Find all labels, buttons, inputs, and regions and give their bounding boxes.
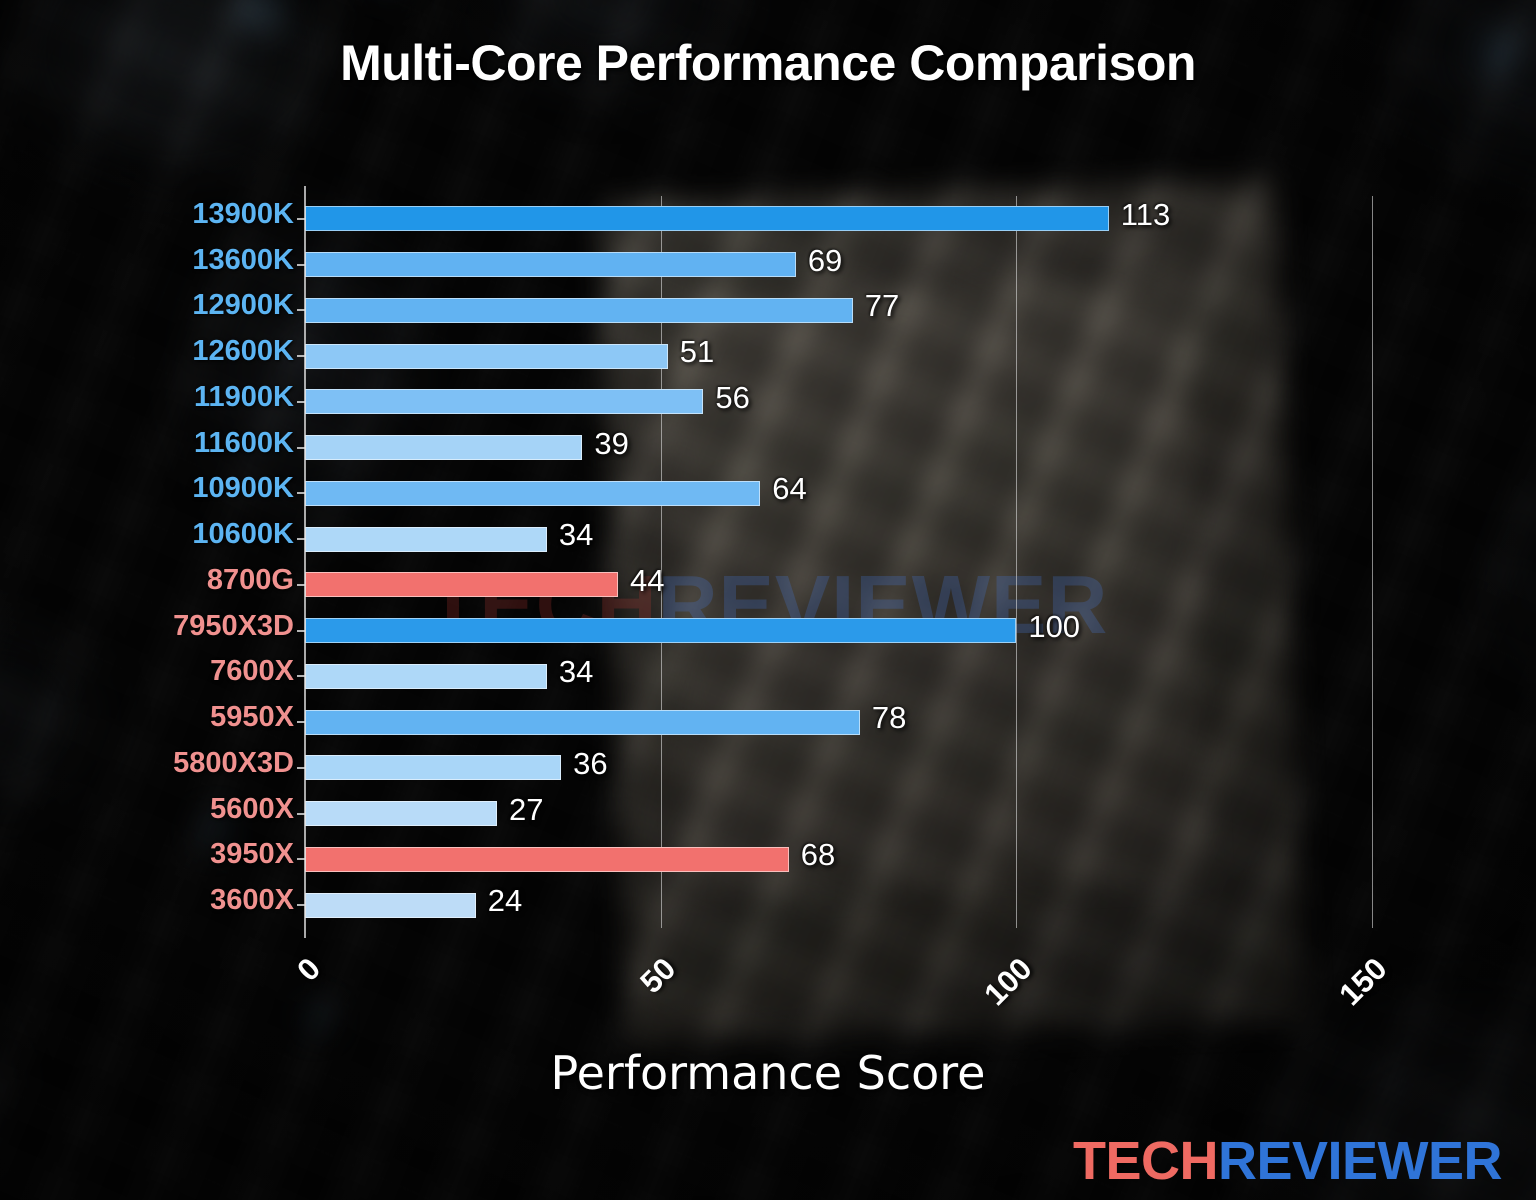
bar-value-3950X: 68: [800, 837, 836, 873]
bar-value-7600X: 34: [558, 654, 594, 690]
bar-value-13600K: 69: [807, 242, 843, 278]
bar-value-7950X3D: 100: [1028, 608, 1081, 644]
y-tick-12600K: [297, 355, 305, 358]
logo-tech: TECH: [1072, 1131, 1219, 1191]
x-axis-tick-150: 150: [1332, 950, 1394, 1013]
bar-8700G: [305, 572, 618, 598]
bar-value-5800X3D: 36: [573, 745, 608, 781]
plot-area: 113 69 77 51 56 39 64 34 44 100 34 78 36 27 68 24: [297, 196, 1373, 928]
x-axis-tick-0: 0: [289, 950, 327, 988]
bar-value-11900K: 56: [715, 379, 750, 415]
bar-11600K: [305, 435, 583, 461]
y-axis-label-7950X3D: 7950X3D: [173, 609, 294, 642]
y-tick-13900K: [297, 217, 305, 220]
bar-value-5950X: 78: [871, 700, 907, 736]
bar-value-5600X: 27: [509, 791, 544, 827]
chart-title: Multi-Core Performance Comparison: [340, 35, 1196, 91]
bar-value-10600K: 34: [558, 517, 594, 553]
bar-3950X: [305, 846, 789, 872]
bar-5600X: [305, 801, 498, 827]
y-axis-label-3950X: 3950X: [210, 838, 294, 871]
x-axis-tick-50: 50: [633, 950, 683, 1000]
y-axis-label-10900K: 10900K: [192, 472, 294, 505]
y-tick-3600X: [297, 904, 305, 907]
y-tick-12900K: [297, 309, 305, 312]
y-axis-label-7600X: 7600X: [210, 655, 294, 688]
y-tick-5950X: [297, 721, 305, 724]
bar-13600K: [305, 252, 796, 278]
bar-value-3600X: 24: [487, 883, 523, 919]
y-axis-label-13600K: 13600K: [192, 243, 294, 276]
bar-5800X3D: [305, 755, 562, 781]
y-axis-label-11900K: 11900K: [194, 380, 294, 413]
y-tick-11600K: [297, 446, 305, 449]
y-axis-label-5950X: 5950X: [210, 701, 294, 734]
y-axis-line: [304, 186, 306, 938]
y-tick-8700G: [297, 583, 305, 586]
bar-10600K: [305, 526, 547, 552]
x-axis-title: Performance Score: [550, 1046, 986, 1100]
y-tick-7600X: [297, 675, 305, 678]
bar-11900K: [305, 389, 704, 415]
y-axis-label-11600K: 11600K: [194, 426, 294, 459]
bar-7600X: [305, 663, 547, 689]
y-axis-label-3600X: 3600X: [210, 884, 294, 917]
bar-value-10900K: 64: [772, 471, 807, 507]
x-axis-tick-100: 100: [976, 950, 1039, 1013]
y-tick-5800X3D: [297, 766, 305, 769]
bar-3600X: [305, 892, 476, 918]
y-axis-label-8700G: 8700G: [206, 563, 294, 596]
y-axis-label-10600K: 10600K: [192, 518, 294, 551]
bar-13900K: [305, 206, 1109, 232]
y-axis-label-12600K: 12600K: [192, 335, 294, 368]
y-tick-10900K: [297, 492, 305, 495]
y-tick-10600K: [297, 538, 305, 541]
bar-value-12600K: 51: [679, 334, 715, 370]
bar-7950X3D: [305, 618, 1017, 644]
bar-value-8700G: 44: [629, 562, 665, 598]
y-tick-13600K: [297, 263, 305, 266]
y-axis-label-5800X3D: 5800X3D: [173, 746, 294, 779]
bar-value-12900K: 77: [864, 288, 900, 324]
bar-value-13900K: 113: [1120, 196, 1171, 232]
gridline-50: [660, 196, 662, 928]
y-tick-5600X: [297, 812, 305, 815]
bar-12900K: [305, 297, 853, 323]
bar-value-11600K: 39: [594, 425, 629, 461]
gridline-100: [1016, 196, 1018, 928]
y-tick-3950X: [297, 858, 305, 861]
y-axis-label-12900K: 12900K: [192, 289, 294, 322]
logo-reviewer: REVIEWER: [1217, 1131, 1503, 1191]
gridline-150: [1372, 196, 1373, 928]
bar-5950X: [305, 709, 860, 735]
y-axis-label-13900K: 13900K: [192, 197, 294, 230]
brand-logo: TECHREVIEWER: [1072, 1130, 1503, 1192]
y-axis-label-5600X: 5600X: [210, 792, 294, 825]
bar-12600K: [305, 343, 668, 369]
bar-10900K: [305, 480, 761, 506]
y-tick-7950X3D: [297, 629, 305, 632]
y-tick-11900K: [297, 400, 305, 403]
